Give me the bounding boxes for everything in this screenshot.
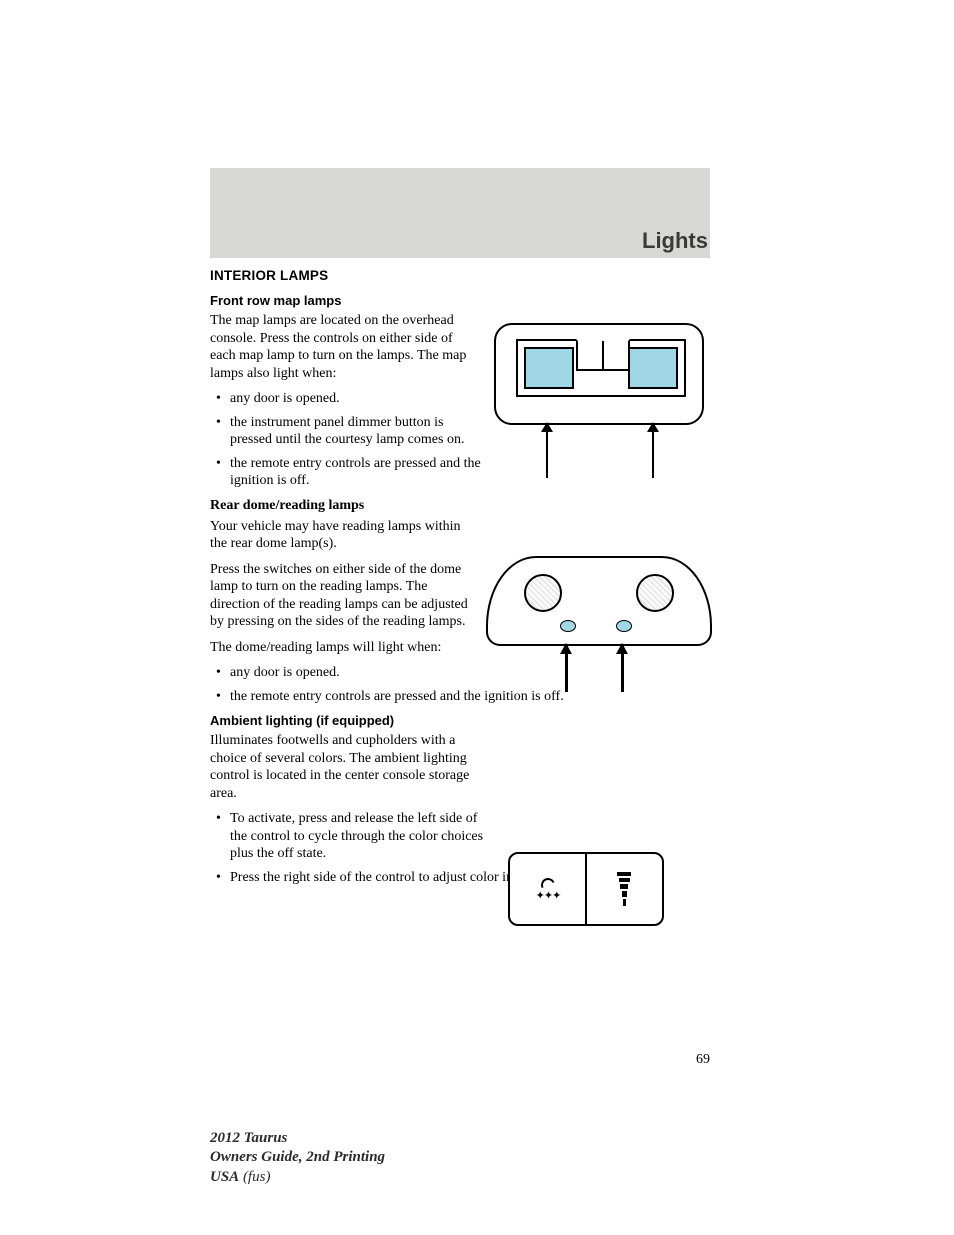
list-item: the instrument panel dimmer button is pr… [216, 414, 486, 449]
para: Illuminates footwells and cupholders wit… [210, 732, 480, 802]
map-lamp-right-icon [628, 347, 678, 389]
figure-front-map-lamps [494, 323, 704, 425]
arrow-up-icon [565, 644, 568, 692]
figure-rear-dome-lamps [486, 556, 712, 646]
figure-ambient-control: ✦✦✦ [508, 852, 664, 926]
ambient-intensity-icon [586, 854, 662, 924]
footer-line: USA (fus) [210, 1168, 385, 1188]
para: The map lamps are located on the overhea… [210, 312, 480, 382]
ambient-color-cycle-icon: ✦✦✦ [510, 854, 586, 924]
header-band [210, 168, 710, 258]
footer-line: Owners Guide, 2nd Printing [210, 1148, 385, 1168]
arrow-up-icon [621, 644, 624, 692]
reading-lens-right-icon [636, 574, 674, 612]
subheading-front-map-lamps: Front row map lamps [210, 293, 710, 308]
bullet-list: any door is opened. the remote entry con… [216, 664, 710, 705]
list-item: any door is opened. [216, 390, 486, 408]
console-notch-icon [576, 339, 630, 371]
reading-lens-left-icon [524, 574, 562, 612]
ambient-control-icon: ✦✦✦ [508, 852, 664, 926]
list-item: the remote entry controls are pressed an… [216, 688, 710, 706]
para: Your vehicle may have reading lamps with… [210, 518, 480, 553]
para: The dome/reading lamps will light when: [210, 639, 480, 657]
dome-lamp-icon [486, 556, 712, 646]
dome-switch-left-icon [560, 620, 576, 632]
footer: 2012 Taurus Owners Guide, 2nd Printing U… [210, 1129, 385, 1188]
subheading-ambient: Ambient lighting (if equipped) [210, 713, 710, 728]
footer-line: 2012 Taurus [210, 1129, 385, 1149]
map-lamp-console-icon [494, 323, 704, 425]
para: Press the switches on either side of the… [210, 561, 480, 631]
page-content: INTERIOR LAMPS Front row map lamps The m… [210, 268, 710, 894]
chapter-title: Lights [642, 228, 708, 254]
bullet-list: any door is opened. the instrument panel… [216, 390, 486, 490]
list-item: To activate, press and release the left … [216, 810, 486, 863]
arrow-up-icon [546, 423, 548, 478]
page-number: 69 [696, 1052, 710, 1068]
list-item: any door is opened. [216, 664, 710, 682]
dome-switch-right-icon [616, 620, 632, 632]
map-lamp-left-icon [524, 347, 574, 389]
arrow-up-icon [652, 423, 654, 478]
subheading-rear-dome: Rear dome/reading lamps [210, 498, 710, 514]
section-heading: INTERIOR LAMPS [210, 268, 710, 283]
list-item: the remote entry controls are pressed an… [216, 455, 486, 490]
